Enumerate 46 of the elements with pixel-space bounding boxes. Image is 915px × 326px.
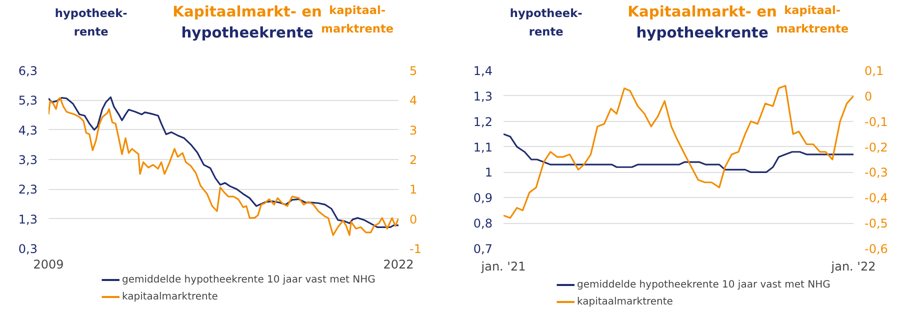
y-tick-label: 3,3 (18, 153, 38, 167)
legend-label: gemiddelde hypotheekrente 10 jaar vast met NHG (122, 274, 376, 286)
chart-title: Kapitaalmarkt- en hypotheekrente (172, 4, 322, 42)
y2-tick-label: -1 (410, 242, 422, 256)
y-axis-title: hypotheek- rente (54, 6, 128, 38)
y2-tick-label: 3 (410, 123, 418, 138)
y2-tick-label: -0,5 (864, 216, 888, 231)
y-tick-label: 1,1 (473, 140, 493, 154)
x-tick-label: 2022 (383, 258, 414, 272)
x-tick-label: 2009 (33, 258, 64, 272)
y2-tick-label: 2 (410, 153, 418, 167)
y-tick-label: 5,3 (18, 94, 38, 108)
y2-tick-label: 5 (410, 64, 418, 78)
legend-label: kapitaalmarktrente (576, 296, 673, 308)
y-tick-label: 1,4 (473, 64, 493, 78)
y2-tick-label: -0,3 (864, 166, 888, 180)
y2-axis-title: kapitaal- marktrente (776, 2, 849, 36)
y-tick-label: 2,3 (18, 182, 38, 197)
line-series (504, 133, 854, 174)
y-tick-label: 1,3 (18, 212, 38, 226)
y2-tick-label: 0 (410, 212, 418, 226)
y2-tick-label: -0,4 (864, 191, 888, 206)
line-series (504, 84, 854, 219)
y-tick-label: 4,3 (18, 123, 38, 138)
y2-axis-title: kapitaal- marktrente (321, 2, 394, 36)
y-tick-label: 1,2 (473, 114, 493, 129)
y2-tick-label: -0,6 (864, 242, 888, 256)
y2-tick-label: 4 (410, 94, 418, 108)
y2-tick-label: 0,1 (864, 64, 884, 78)
y-tick-label: 1 (484, 166, 493, 180)
y-tick-label: 0,8 (473, 216, 493, 231)
y-tick-label: 1,3 (473, 89, 493, 104)
y-tick-label: 0,3 (18, 242, 38, 256)
legend-label: kapitaalmarktrente (122, 292, 218, 302)
legend-label: gemiddelde hypotheekrente 10 jaar vast met NHG (576, 280, 830, 290)
chart-title: Kapitaalmarkt- en hypotheekrente (628, 4, 777, 42)
x-tick-label: jan. '22 (830, 260, 876, 274)
y-axis-title: hypotheek- rente (510, 6, 583, 38)
y2-tick-label: -0,1 (864, 114, 888, 129)
x-tick-label: jan. '21 (480, 260, 526, 274)
y-tick-label: 6,3 (18, 64, 38, 78)
y2-tick-label: 0 (864, 89, 872, 104)
y2-tick-label: 1 (410, 182, 418, 197)
y2-tick-label: -0,2 (864, 140, 888, 154)
y-tick-label: 0,9 (473, 191, 493, 206)
y-tick-label: 0,7 (473, 242, 493, 256)
